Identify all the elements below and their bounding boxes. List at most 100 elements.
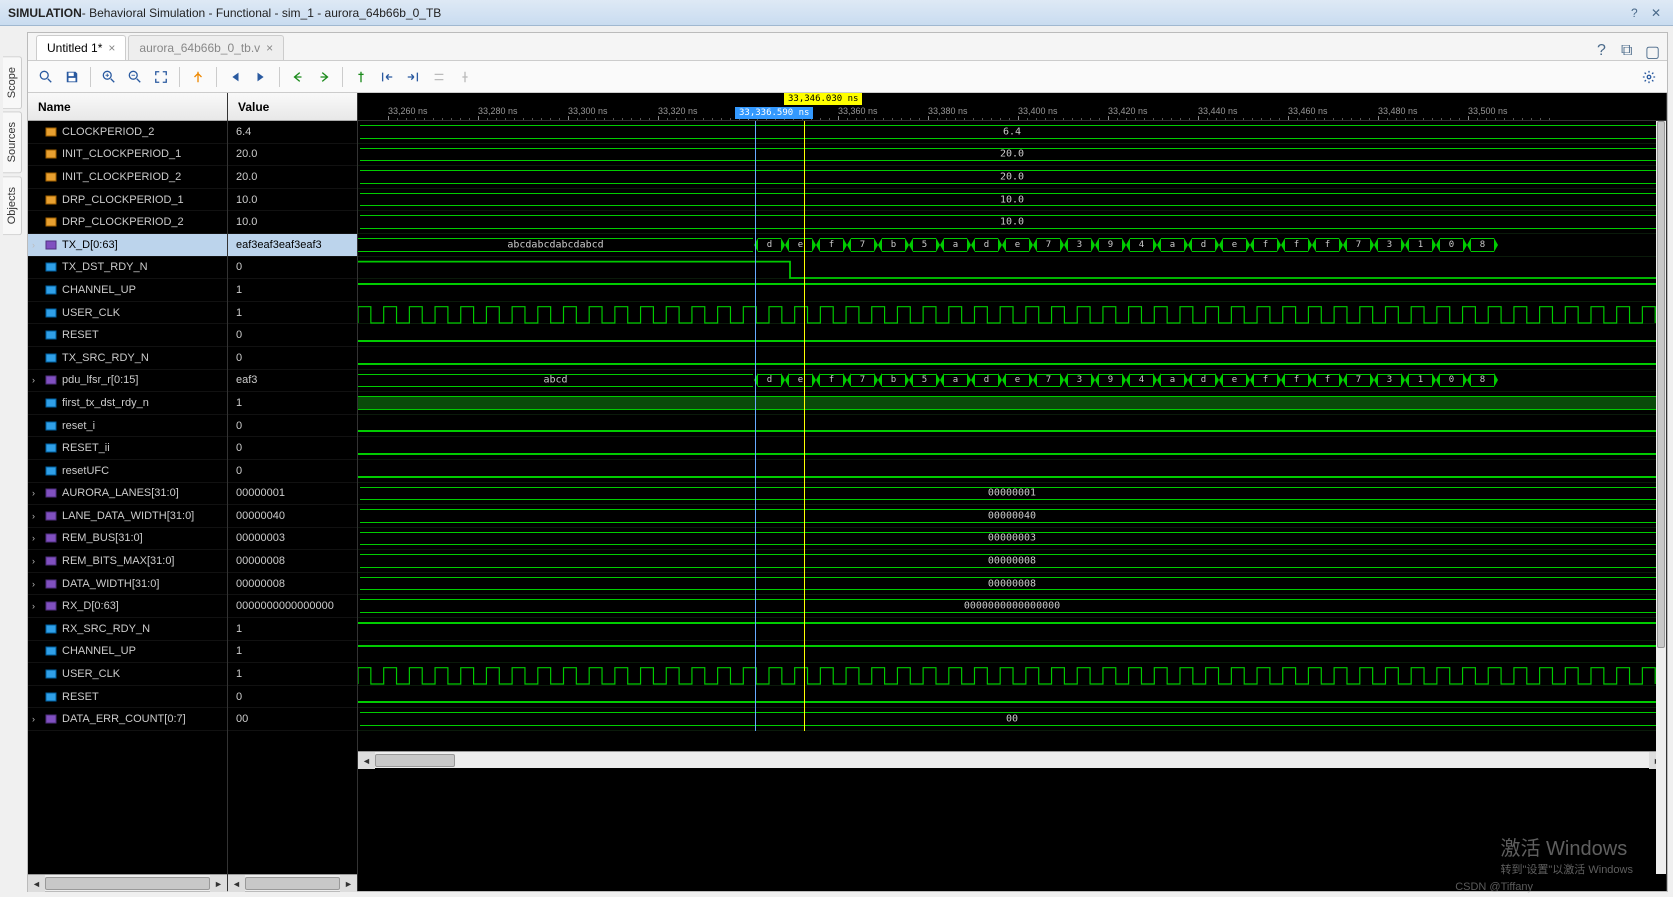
close-icon[interactable]: ✕ <box>1651 6 1665 20</box>
signal-value-row[interactable]: 1 <box>228 663 357 686</box>
help-icon[interactable]: ? <box>1631 6 1645 20</box>
signal-name-row[interactable]: ›RX_D[0:63] <box>28 595 227 618</box>
signal-value-row[interactable]: 00000008 <box>228 573 357 596</box>
waveform-row[interactable]: 00 <box>358 708 1666 731</box>
signal-name-row[interactable]: CHANNEL_UP <box>28 641 227 664</box>
signal-value-row[interactable]: 00000040 <box>228 505 357 528</box>
waveform-row[interactable] <box>358 460 1666 483</box>
expand-icon[interactable]: › <box>32 375 42 385</box>
signal-name-row[interactable]: RX_SRC_RDY_N <box>28 618 227 641</box>
signal-name-row[interactable]: ›REM_BUS[31:0] <box>28 528 227 551</box>
signal-name-row[interactable]: ›REM_BITS_MAX[31:0] <box>28 550 227 573</box>
remove-marker-icon[interactable] <box>453 65 477 89</box>
signal-name-row[interactable]: CLOCKPERIOD_2 <box>28 121 227 144</box>
scroll-left-icon[interactable]: ◄ <box>358 752 375 769</box>
waveform-row[interactable]: 00000040 <box>358 505 1666 528</box>
vscroll-thumb[interactable] <box>1657 121 1665 648</box>
waveform-row[interactable]: 10.0 <box>358 211 1666 234</box>
signal-name-row[interactable]: reset_i <box>28 415 227 438</box>
signal-value-row[interactable]: 0 <box>228 437 357 460</box>
signal-name-row[interactable]: ›DATA_ERR_COUNT[0:7] <box>28 708 227 731</box>
waveform-row[interactable]: 00000001 <box>358 483 1666 506</box>
signal-name-row[interactable]: INIT_CLOCKPERIOD_2 <box>28 166 227 189</box>
signal-value-row[interactable]: 1 <box>228 618 357 641</box>
signal-value-row[interactable]: 0 <box>228 686 357 709</box>
signal-name-row[interactable]: ›AURORA_LANES[31:0] <box>28 483 227 506</box>
signal-value-row[interactable]: eaf3eaf3eaf3eaf3 <box>228 234 357 257</box>
file-tab-aurora[interactable]: aurora_64b66b_0_tb.v × <box>128 35 284 60</box>
value-hscroll[interactable]: ◄ ► <box>228 874 357 891</box>
goto-end-icon[interactable] <box>249 65 273 89</box>
waveform-row[interactable]: abcdabcdabcdabcddef7b5ade7394adefff73108 <box>358 234 1666 257</box>
signal-value-row[interactable]: 00000001 <box>228 483 357 506</box>
cursor-blue-line[interactable] <box>755 121 756 731</box>
signal-name-row[interactable]: resetUFC <box>28 460 227 483</box>
waveform-row[interactable]: 6.4 <box>358 121 1666 144</box>
waveform-row[interactable] <box>358 686 1666 709</box>
waveform-panel[interactable]: 33,346.030 ns 33,336.590 ns 33,260 ns33,… <box>358 93 1667 891</box>
file-tab-untitled[interactable]: Untitled 1* × <box>36 35 126 60</box>
waveform-row[interactable] <box>358 663 1666 686</box>
waveform-row[interactable] <box>358 324 1666 347</box>
scroll-thumb[interactable] <box>45 877 210 890</box>
marker-blue[interactable]: 33,336.590 ns <box>735 107 813 119</box>
scroll-right-icon[interactable]: ► <box>340 875 357 892</box>
expand-icon[interactable]: › <box>32 556 42 566</box>
signal-name-row[interactable]: ›LANE_DATA_WIDTH[31:0] <box>28 505 227 528</box>
signal-name-row[interactable]: RESET <box>28 686 227 709</box>
signal-name-row[interactable]: first_tx_dst_rdy_n <box>28 392 227 415</box>
help-icon[interactable]: ? <box>1597 42 1611 56</box>
scroll-left-icon[interactable]: ◄ <box>28 875 45 892</box>
signal-name-row[interactable]: USER_CLK <box>28 663 227 686</box>
name-hscroll[interactable]: ◄ ► <box>28 874 227 891</box>
waveform-row[interactable]: abcddef7b5ade7394adefff73108 <box>358 370 1666 393</box>
scroll-thumb[interactable] <box>375 754 455 767</box>
signal-value-row[interactable]: 1 <box>228 279 357 302</box>
waveform-row[interactable] <box>358 302 1666 325</box>
settings-icon[interactable] <box>1637 65 1661 89</box>
waveform-row[interactable] <box>358 257 1666 280</box>
waveform-row[interactable]: 0000000000000000 <box>358 595 1666 618</box>
expand-icon[interactable]: › <box>32 511 42 521</box>
waveform-row[interactable]: 10.0 <box>358 189 1666 212</box>
signal-name-row[interactable]: TX_SRC_RDY_N <box>28 347 227 370</box>
waveform-row[interactable]: 00000003 <box>358 528 1666 551</box>
side-tab-objects[interactable]: Objects <box>3 176 22 235</box>
signal-value-row[interactable]: eaf3 <box>228 370 357 393</box>
signal-name-row[interactable]: ›pdu_lfsr_r[0:15] <box>28 370 227 393</box>
search-icon[interactable] <box>34 65 58 89</box>
signal-value-row[interactable]: 0 <box>228 257 357 280</box>
side-tab-sources[interactable]: Sources <box>3 111 22 173</box>
signal-value-row[interactable]: 0 <box>228 415 357 438</box>
waveform-row[interactable]: 20.0 <box>358 144 1666 167</box>
value-header[interactable]: Value <box>228 93 357 121</box>
waveform-row[interactable] <box>358 279 1666 302</box>
expand-icon[interactable]: › <box>32 579 42 589</box>
signal-value-row[interactable]: 0 <box>228 324 357 347</box>
signal-value-row[interactable]: 10.0 <box>228 211 357 234</box>
expand-icon[interactable]: › <box>32 240 42 250</box>
signal-name-row[interactable]: USER_CLK <box>28 302 227 325</box>
signal-value-row[interactable]: 00 <box>228 708 357 731</box>
zoom-fit-icon[interactable] <box>149 65 173 89</box>
tab-close-icon[interactable]: × <box>108 41 115 55</box>
expand-icon[interactable]: › <box>32 714 42 724</box>
signal-value-row[interactable]: 20.0 <box>228 166 357 189</box>
scroll-thumb[interactable] <box>245 877 340 890</box>
waveform-row[interactable]: 00000008 <box>358 573 1666 596</box>
zoom-in-icon[interactable] <box>97 65 121 89</box>
waveform-row[interactable] <box>358 415 1666 438</box>
next-transition-icon[interactable] <box>312 65 336 89</box>
signal-value-row[interactable]: 1 <box>228 641 357 664</box>
signal-value-row[interactable]: 20.0 <box>228 144 357 167</box>
signal-name-row[interactable]: TX_DST_RDY_N <box>28 257 227 280</box>
waveform-row[interactable]: 20.0 <box>358 166 1666 189</box>
signal-value-row[interactable]: 1 <box>228 302 357 325</box>
waveform-row[interactable] <box>358 437 1666 460</box>
save-icon[interactable] <box>60 65 84 89</box>
goto-cursor-icon[interactable] <box>186 65 210 89</box>
scroll-right-icon[interactable]: ► <box>210 875 227 892</box>
scroll-left-icon[interactable]: ◄ <box>228 875 245 892</box>
signal-name-row[interactable]: DRP_CLOCKPERIOD_1 <box>28 189 227 212</box>
signal-name-row[interactable]: DRP_CLOCKPERIOD_2 <box>28 211 227 234</box>
